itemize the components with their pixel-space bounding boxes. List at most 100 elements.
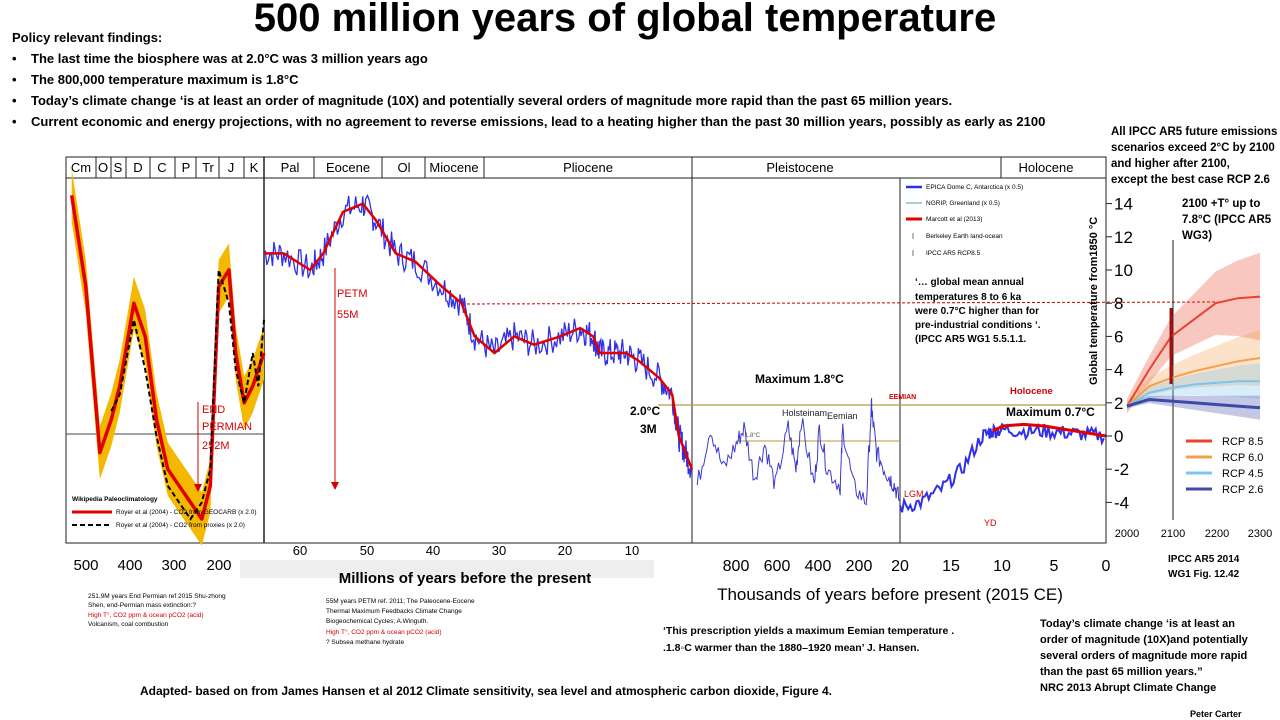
petm-label: PETM [337,288,368,300]
panel-pleistocene [696,398,1107,513]
x-tick: 10 [625,543,639,558]
max-0-7-label: Maximum 0.7°C [1006,405,1095,419]
right-note: All IPCC AR5 future emissions scenarios … [1111,124,1277,188]
petm-arrowhead [331,482,339,490]
rcp-legend-label: RCP 2.6 [1222,484,1263,496]
legend-berkeley: Berkeley Earth land-ocean [926,233,1003,240]
x-tick: 60 [293,543,307,558]
right-note-line: All IPCC AR5 future emissions [1111,126,1278,138]
projection-note: 2100 +T° up to 7.8°C (IPCC AR5 WG3) [1182,196,1271,244]
legend-ngrip: NGRIP, Greenland (x 0.5) [926,200,1000,207]
projection-source-line: IPCC AR5 2014 [1168,554,1240,565]
epica-series-line [696,398,900,506]
footnote-line: Shen, end-Permian mass extinction:? [88,602,196,609]
projection-source-line: WG1 Fig. 12.42 [1168,569,1240,580]
eemian-level-label: 1.8°C [745,433,761,439]
footnote-permian: 251.9M years End Permian ref 2015 Shu-zh… [88,593,226,628]
eemian-label: EEMIAN [889,394,916,401]
x-tick: 300 [161,557,186,574]
nrc-quote-line: than the past 65 million years.” [1040,666,1203,678]
x-tick: 50 [360,543,374,558]
nrc-quote-line: order of magnitude (10X)and potentially [1040,634,1249,646]
reference-line-8c [461,301,1221,305]
footnote-line: Thermal Maximum Feedbacks Climate Change [326,608,462,615]
y-tick-label: 6 [1114,327,1123,346]
projection-note-line: 7.8°C (IPCC AR5 [1182,214,1272,226]
footnote-line: 251.9M years End Permian ref 2015 Shu-zh… [88,593,226,600]
rcp-series-line [1126,397,1261,410]
projection-note-line: 2100 +T° up to [1182,198,1261,210]
chart-frame [65,156,1107,544]
y-tick-label: 10 [1114,261,1133,280]
ipcc-quote-line: (IPCC AR5 WG1 5.5.1.1. [915,334,1027,345]
holsteinam-label: Holsteinam [782,408,827,418]
pliocene-2c-label: 2.0°C [630,404,660,418]
rcp-legend-label: RCP 6.0 [1222,452,1263,464]
footnote-line: Volcanism, coal combustion [88,621,169,628]
x-tick: 600 [764,558,791,575]
legend-geocarb: Royer et al (2004) - CO2 from GEOCARB (x… [116,509,257,516]
period-label: Pal [281,160,300,175]
rcp-series-line [1126,357,1261,407]
period-label: Holocene [1019,160,1074,175]
lgm-label: LGM [904,489,924,499]
nrc-quote-line: Today’s climate change ‘is at least an [1040,618,1235,630]
x-axis-label-millions: Millions of years before the present [339,570,592,587]
footnote-line-red: High T°, CO2 ppm & ocean pCO2 (acid) [326,628,442,636]
nrc-quote: Today’s climate change ‘is at least an o… [1040,618,1249,694]
ipcc-quote-line: ‘… global mean annual [915,277,1024,288]
footnote-line: ? Subsea methane hydrate [326,639,404,646]
legend-rcp85-ar5: IPCC AR5 RCP8.5 [926,250,981,257]
ipcc-quote: ‘… global mean annual temperatures 8 to … [914,277,1041,345]
holocene-label: Holocene [1010,386,1053,397]
y-tick-label: 2 [1114,394,1123,413]
legend-marcott: Marcott et al (2013) [926,216,982,223]
rcp-legend-label: RCP 8.5 [1222,436,1263,448]
holocene-series-line [899,422,1105,513]
footnote-line-red: High T°, CO2 ppm & ocean pCO2 (acid) [88,611,204,619]
nrc-quote-line: NRC 2013 Abrupt Climate Change [1040,682,1216,694]
x-tick: 20 [891,558,909,575]
period-label: Cm [71,160,91,175]
petm-label: 55M [337,309,358,321]
period-label: Eocene [326,160,370,175]
period-label: K [250,160,259,175]
period-label: S [114,160,123,175]
ipcc-quote-line: pre-industrial conditions ‘. [915,320,1041,331]
author-credit: Peter Carter [1190,709,1242,719]
period-label: P [182,160,191,175]
y-tick-label: 8 [1114,294,1123,313]
finding-item: The last time the biosphere was at 2.0°C… [12,48,1045,69]
period-label: D [133,160,142,175]
period-label: Tr [202,160,214,175]
geocarb-series-line [69,195,266,521]
x-tick: 5 [1050,558,1059,575]
x-tick: 15 [942,558,960,575]
rcp-uncertainty-band [1127,252,1260,414]
x-tick: 0 [1102,558,1111,575]
finding-item: Today’s climate change ‘is at least an o… [12,90,1045,111]
y-tick-label: -4 [1114,493,1129,512]
period-label: Pliocene [563,160,613,175]
finding-item: The 800,000 temperature maximum is 1.8°C [12,69,1045,90]
x-ticks-cenozoic: 60 50 40 30 20 10 [293,543,639,558]
panel-projections [1126,252,1261,420]
x-tick: 40 [426,543,440,558]
y-tick-label: 0 [1114,427,1123,446]
max-1-8-label: Maximum 1.8°C [755,372,844,386]
rcp-series-line [1126,295,1261,407]
x-tick: 20 [558,543,572,558]
legend-epica: EPICA Dome C, Antarctica (x 0.5) [926,184,1023,191]
x-tick: 10 [993,558,1011,575]
eemian-peak-label: Eemian [827,411,858,421]
footnote-petm: 55M years PETM ref. 2011; The Paleocene-… [326,598,475,646]
x-tick-year: 2100 [1161,528,1185,540]
x-ticks-pleistocene: 800 600 400 200 20 15 10 5 0 [723,558,1111,575]
period-label: Pleistocene [766,160,833,175]
x-tick-year: 2300 [1248,528,1272,540]
rcp-legend-label: RCP 4.5 [1222,468,1263,480]
x-ticks-paleozoic: 500 400 300 200 [73,557,231,574]
cenozoic-raw-series [263,193,692,478]
panel-source-label: Wikipedia Paleoclimatology [72,496,158,503]
